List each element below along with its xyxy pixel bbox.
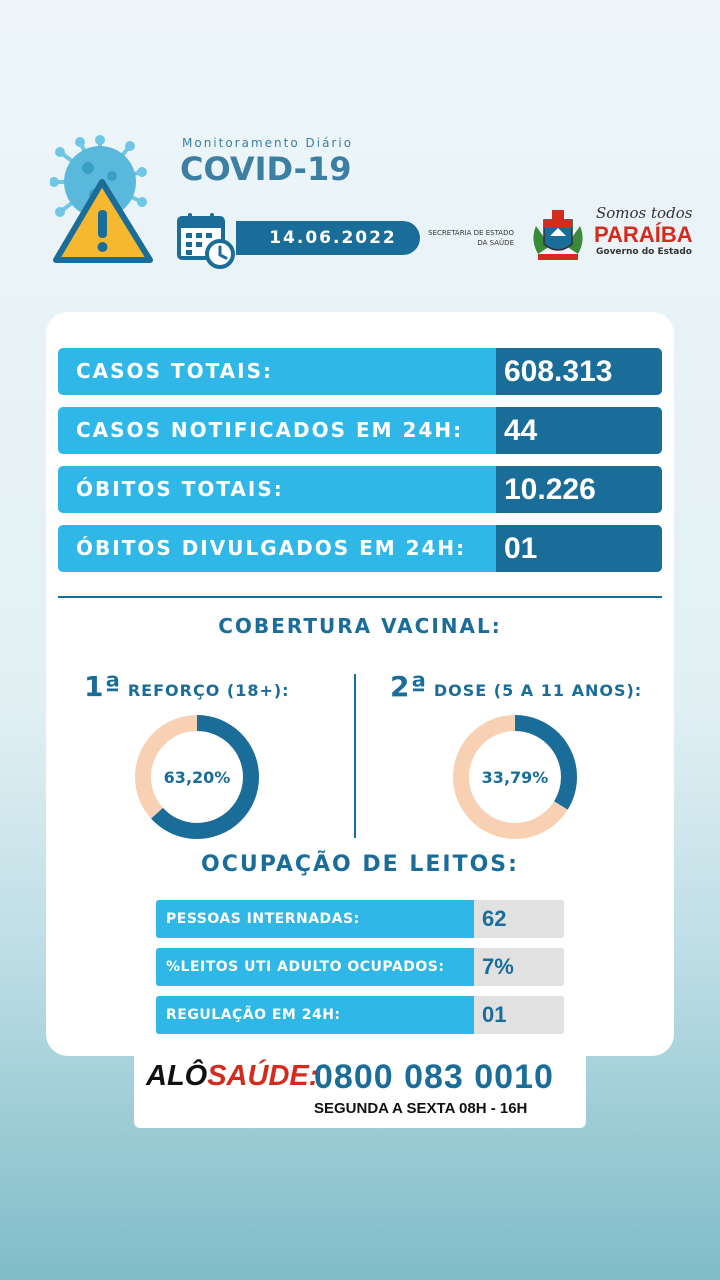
alo-saude-logo: ALÔSAÚDE: [146,1060,318,1093]
hotline-phone[interactable]: 0800 083 0010 [314,1058,554,1096]
stat-row-total-deaths: ÓBITOS TOTAIS: 10.226 [58,466,662,513]
stat-value: 10.226 [496,466,662,513]
alo-text: ALÔ [146,1060,208,1092]
bed-value: 62 [482,906,507,931]
section-divider [58,596,662,598]
bed-label: REGULAÇÃO EM 24H: [156,996,474,1034]
government-label: Governo do Estado [596,247,692,257]
header-subtitle: Monitoramento Diário [182,136,354,150]
state-slogan: Somos todos [596,204,693,222]
bed-row-hospitalized: PESSOAS INTERNADAS: 62 [156,900,564,938]
hotline-hours: SEGUNDA A SEXTA 08H - 16H [314,1100,528,1117]
bed-row-regulation: REGULAÇÃO EM 24H: 01 [156,996,564,1034]
stat-value: 01 [496,525,662,572]
stat-label: ÓBITOS TOTAIS: [76,477,284,501]
donut-value-arc [135,715,259,839]
vaccination-title: COBERTURA VACINAL: [218,614,502,638]
second-dose-text: DOSE (5 A 11 ANOS): [433,681,643,700]
state-name: PARAÍBA [594,222,693,247]
vaccination-separator [354,674,356,838]
secretaria-label: SECRETARIA DE ESTADO DA SAÚDE [428,229,514,247]
stat-label: ÓBITOS DIVULGADOS EM 24H: [76,536,467,560]
bed-value: 01 [482,1002,507,1027]
paraiba-crest-icon [533,210,583,260]
stat-label: CASOS TOTAIS: [76,359,273,383]
second-dose-ordinal: 2ª [390,670,428,703]
bed-row-icu-occupancy: %LEITOS UTI ADULTO OCUPADOS: 7% [156,948,564,986]
hotline-banner: ALÔSAÚDE: 0800 083 0010 SEGUNDA A SEXTA … [134,1054,586,1128]
stat-row-deaths-24h: ÓBITOS DIVULGADOS EM 24H: 01 [58,525,662,572]
report-card: CASOS TOTAIS: 608.313 CASOS NOTIFICADOS … [46,312,674,1056]
virus-warning-icon [50,135,153,263]
stat-value: 608.313 [496,348,662,395]
booster-text: REFORÇO (18+): [127,681,290,700]
beds-title: OCUPAÇÃO DE LEITOS: [201,852,519,877]
booster-donut-chart: 63,20% [135,715,259,839]
stat-label: CASOS NOTIFICADOS EM 24H: [76,418,464,442]
calendar-clock-icon [177,213,235,269]
bed-value: 7% [482,954,514,979]
booster-ordinal: 1ª [84,670,122,703]
second-dose-donut-chart: 33,79% [453,715,577,839]
donut-percent-label: 33,79% [482,768,549,787]
donut-percent-label: 63,20% [164,768,231,787]
date-badge: 14.06.2022 [236,221,420,255]
stat-row-cases-24h: CASOS NOTIFICADOS EM 24H: 44 [58,407,662,454]
booster-label: 1ª REFORÇO (18+): [84,670,290,703]
bed-label: PESSOAS INTERNADAS: [156,900,474,938]
second-dose-label: 2ª DOSE (5 A 11 ANOS): [390,670,642,703]
page-title: COVID-19 [180,150,352,188]
stat-value: 44 [496,407,662,454]
donut-value-arc [453,715,577,839]
stat-row-total-cases: CASOS TOTAIS: 608.313 [58,348,662,395]
bed-label: %LEITOS UTI ADULTO OCUPADOS: [156,948,474,986]
saude-text: SAÚDE: [207,1060,319,1092]
